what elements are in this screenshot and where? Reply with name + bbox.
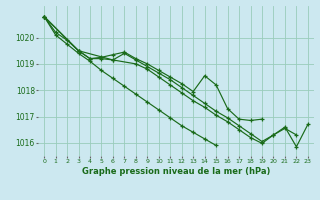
X-axis label: Graphe pression niveau de la mer (hPa): Graphe pression niveau de la mer (hPa) (82, 167, 270, 176)
